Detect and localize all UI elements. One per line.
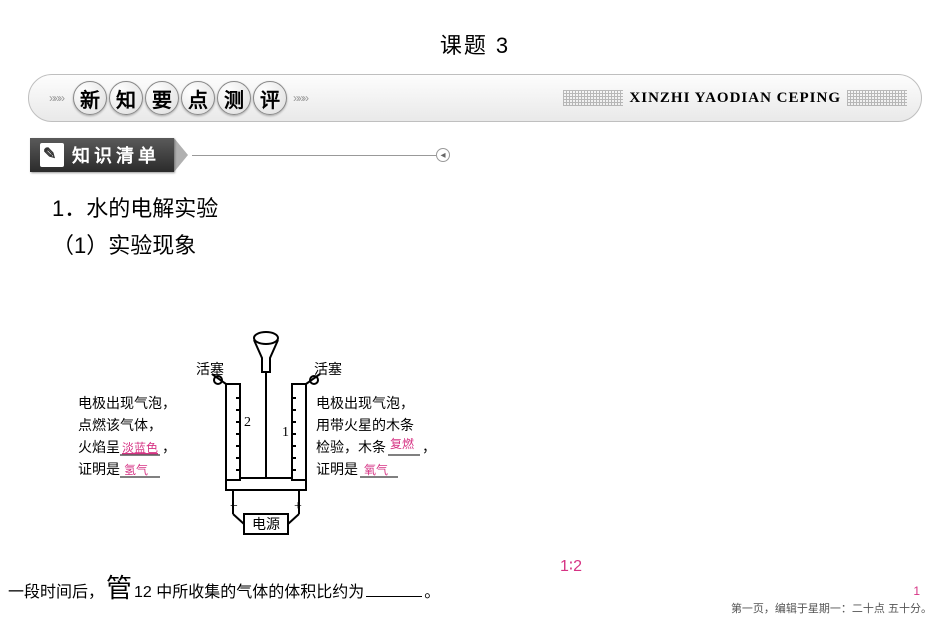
badge-char: 知: [109, 81, 143, 115]
left-fill-2: 氢气: [124, 462, 148, 477]
bottom-tube-word: 管: [106, 568, 132, 605]
left-line2: 点燃该气体，: [78, 417, 162, 434]
minus-label: −: [230, 499, 238, 514]
chevrons-right: »»»: [293, 91, 307, 105]
section-heading: 1．水的电解实验: [52, 190, 950, 227]
subheader-label: 知识清单: [72, 142, 160, 168]
badge-row: 新 知 要 点 测 评: [73, 81, 287, 115]
subheader-line: [192, 155, 436, 156]
right-fill-2: 氧气: [364, 462, 388, 477]
subheader: 知识清单 ◂: [30, 138, 450, 172]
subheader-box: 知识清单: [30, 138, 174, 172]
content-block: 1．水的电解实验 （1）实验现象: [52, 190, 950, 265]
bottom-mid: 12 中所收集的气体的体积比约为: [134, 578, 364, 602]
power-label: 电源: [252, 517, 280, 533]
right-line2: 用带火星的木条: [316, 417, 414, 434]
bottom-period: 。: [424, 578, 440, 602]
electrolysis-diagram: 活塞 活塞 2 1 − + 电源 电极出现气泡， 点燃该气体， 火焰呈 淡蓝色 …: [76, 328, 456, 538]
right-line4a: 证明是: [316, 462, 358, 478]
subheader-arrow-icon: [174, 138, 188, 172]
ratio-answer: 1∶2: [560, 556, 582, 576]
badge-char: 评: [253, 81, 287, 115]
right-line3b: ，: [422, 441, 436, 456]
bottom-pre: 一段时间后，: [8, 578, 104, 602]
answer-blank: [366, 596, 422, 597]
badge-char: 新: [73, 81, 107, 115]
badge-char: 要: [145, 81, 179, 115]
section-banner: »»» 新 知 要 点 测 评 »»» XINZHI YAODIAN CEPIN…: [28, 74, 922, 122]
plus-label: +: [294, 499, 302, 514]
right-line1: 电极出现气泡，: [316, 396, 414, 412]
left-line4a: 证明是: [78, 462, 120, 478]
page-number: 1: [913, 584, 920, 598]
note-icon: [40, 143, 64, 167]
stopper-right-label: 活塞: [314, 361, 342, 378]
left-line3a: 火焰呈: [78, 440, 120, 456]
chevrons-left: »»»: [49, 91, 63, 105]
bottom-sentence: 一段时间后， 管 12 中所收集的气体的体积比约为 。: [8, 568, 440, 605]
subsection-label: （1）实验现象: [52, 227, 950, 264]
left-line3b: ，: [162, 441, 176, 456]
left-line1: 电极出现气泡，: [78, 396, 176, 412]
right-line3a: 检验，木条: [316, 439, 386, 456]
right-fill-1: 复燃: [390, 436, 414, 451]
hatch-right: [847, 90, 907, 106]
banner-right: XINZHI YAODIAN CEPING: [563, 90, 907, 107]
banner-pinyin: XINZHI YAODIAN CEPING: [629, 90, 841, 107]
stopper-left-label: 活塞: [196, 361, 224, 378]
tube-1-label: 1: [282, 425, 289, 440]
badge-char: 测: [217, 81, 251, 115]
subheader-terminator-icon: ◂: [436, 148, 450, 162]
badge-char: 点: [181, 81, 215, 115]
lesson-title: 课题 3: [0, 28, 950, 60]
hatch-left: [563, 90, 623, 106]
tube-2-label: 2: [244, 415, 251, 430]
footer-note: 第一页，编辑于星期一：二十点 五十分。: [731, 600, 932, 616]
left-fill-1: 淡蓝色: [122, 441, 158, 455]
